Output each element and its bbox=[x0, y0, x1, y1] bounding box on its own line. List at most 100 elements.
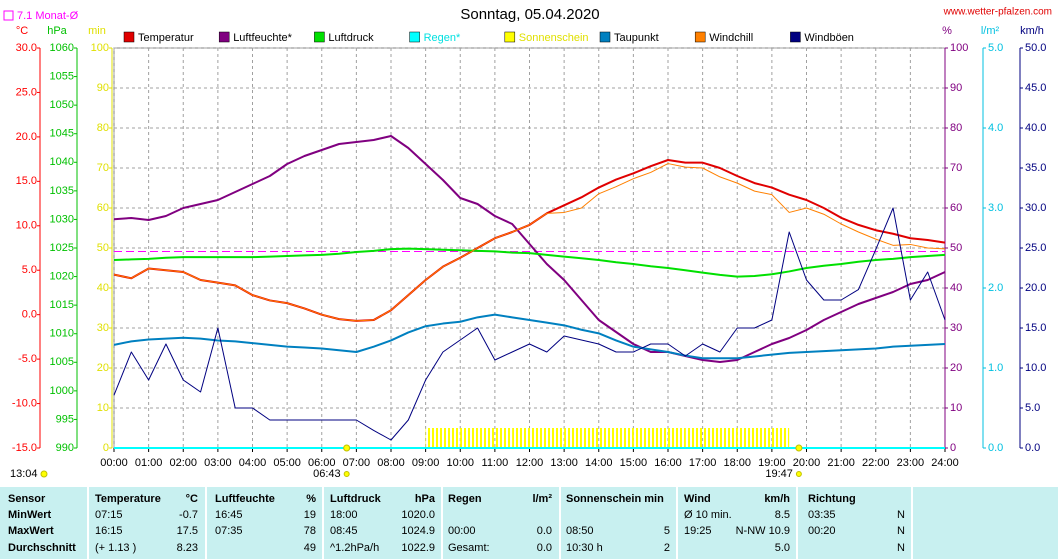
sunshine-bar bbox=[754, 428, 772, 448]
x-tick-label: 08:00 bbox=[377, 457, 405, 469]
x-tick-label: 14:00 bbox=[585, 457, 613, 469]
axis-unit: °C bbox=[16, 25, 28, 37]
table-cell: 07:35 bbox=[215, 525, 243, 537]
legend-swatch bbox=[314, 31, 325, 43]
reference-legend-swatch bbox=[3, 10, 14, 21]
x-tick-label: 00:00 bbox=[100, 457, 128, 469]
sunshine-bar bbox=[702, 428, 720, 448]
table-cell: 07:15 bbox=[95, 509, 123, 521]
y-tick-label: 30 bbox=[97, 322, 109, 334]
table-cell: 1024.9 bbox=[401, 525, 435, 537]
moon-icon bbox=[40, 470, 48, 478]
website: www.wetter-pfalzen.com bbox=[943, 7, 1052, 18]
y-tick-label: 40 bbox=[97, 282, 109, 294]
y-tick-label: 15.0 bbox=[1025, 322, 1046, 334]
table-cell: 03:35 bbox=[808, 509, 836, 521]
table-header: % bbox=[306, 493, 316, 505]
legend-swatch bbox=[599, 31, 611, 43]
sunrise-icon bbox=[343, 471, 350, 477]
axis-unit: km/h bbox=[1020, 25, 1044, 37]
y-tick-label: 5.0 bbox=[988, 42, 1003, 54]
table-cell: 18:00 bbox=[330, 509, 358, 521]
sunshine-bar bbox=[494, 428, 513, 448]
x-tick-label: 12:00 bbox=[516, 457, 544, 469]
sunshine-bar bbox=[546, 428, 565, 448]
y-tick-label: 40 bbox=[950, 282, 962, 294]
table-cell: 2 bbox=[664, 542, 670, 554]
x-tick-label: 02:00 bbox=[169, 457, 197, 469]
y-tick-label: 1055 bbox=[50, 70, 74, 82]
sunshine-bar bbox=[564, 428, 582, 448]
y-tick-label: 0 bbox=[103, 442, 109, 454]
y-tick-label: 1040 bbox=[50, 156, 74, 168]
y-tick-label: 60 bbox=[950, 202, 962, 214]
y-tick-label: 1045 bbox=[50, 128, 74, 140]
table-cell: N bbox=[897, 509, 905, 521]
y-tick-label: 20.0 bbox=[16, 131, 37, 143]
table-cell: 00:20 bbox=[808, 525, 836, 537]
table-cell: 16:45 bbox=[215, 509, 243, 521]
y-tick-label: 1000 bbox=[50, 385, 74, 397]
x-tick-label: 03:00 bbox=[204, 457, 232, 469]
x-tick-label: 24:00 bbox=[931, 457, 959, 469]
table-cell: N bbox=[897, 542, 905, 554]
sunshine-bar bbox=[425, 428, 443, 448]
table-cell: 17.5 bbox=[177, 525, 198, 537]
table-cell: 16:15 bbox=[95, 525, 123, 537]
table-cell: 10:30 h bbox=[566, 542, 603, 554]
annotation-label: 19:47 bbox=[765, 468, 793, 480]
sunrise-marker bbox=[343, 444, 351, 452]
x-tick-label: 01:00 bbox=[135, 457, 163, 469]
sunshine-bar bbox=[460, 428, 478, 448]
y-tick-label: 45.0 bbox=[1025, 82, 1046, 94]
table-header: Sensor bbox=[8, 493, 46, 505]
table-cell: 8.5 bbox=[775, 509, 790, 521]
x-tick-label: 18:00 bbox=[723, 457, 751, 469]
y-tick-label: 1020 bbox=[50, 270, 74, 282]
x-tick-label: 21:00 bbox=[827, 457, 855, 469]
y-tick-label: 50 bbox=[950, 242, 962, 254]
sunshine-bar bbox=[529, 428, 547, 448]
table-cell: 00:00 bbox=[448, 525, 476, 537]
axis-unit: l/m² bbox=[981, 25, 1000, 37]
x-tick-label: 19:00 bbox=[758, 457, 786, 469]
legend-label: Windchill bbox=[709, 32, 753, 44]
y-tick-label: -5.0 bbox=[18, 353, 37, 365]
y-tick-label: 10.0 bbox=[16, 220, 37, 232]
legend-label: Regen* bbox=[424, 32, 461, 44]
sunshine-bar bbox=[719, 428, 738, 448]
table-header: °C bbox=[186, 493, 198, 505]
table-background bbox=[0, 487, 1058, 559]
sunshine-bar bbox=[771, 428, 790, 448]
series-line bbox=[113, 163, 946, 322]
table-cell: (+ 1.13 ) bbox=[95, 542, 136, 554]
y-tick-label: 25.0 bbox=[16, 86, 37, 98]
y-tick-label: 100 bbox=[91, 42, 109, 54]
series-line bbox=[113, 207, 946, 441]
y-tick-label: -10.0 bbox=[12, 397, 37, 409]
legend-swatch bbox=[694, 31, 706, 43]
legend-swatch bbox=[409, 31, 420, 43]
axis-unit: hPa bbox=[47, 25, 67, 37]
y-tick-label: 40.0 bbox=[1025, 122, 1046, 134]
y-tick-label: 50 bbox=[97, 242, 109, 254]
sunshine-bar bbox=[598, 428, 617, 448]
table-header: l/m² bbox=[532, 493, 552, 505]
legend-swatch bbox=[504, 31, 516, 43]
table-cell: 78 bbox=[304, 525, 316, 537]
table-header: hPa bbox=[415, 493, 436, 505]
legend-label: Luftfeuchte* bbox=[233, 32, 292, 44]
y-tick-label: 25.0 bbox=[1025, 242, 1046, 254]
x-tick-label: 09:00 bbox=[412, 457, 440, 469]
x-tick-label: 11:00 bbox=[482, 457, 509, 469]
table-cell: 0.0 bbox=[537, 542, 552, 554]
legend-swatch bbox=[790, 31, 801, 43]
sunshine-bar bbox=[512, 428, 530, 448]
x-tick-label: 13:00 bbox=[550, 457, 578, 469]
sunshine-bar bbox=[442, 428, 461, 448]
legend-label: Luftdruck bbox=[328, 32, 374, 44]
x-tick-label: 04:00 bbox=[239, 457, 267, 469]
y-tick-label: 1060 bbox=[50, 42, 74, 54]
x-tick-label: 07:00 bbox=[343, 457, 371, 469]
x-tick-label: 05:00 bbox=[273, 457, 301, 469]
